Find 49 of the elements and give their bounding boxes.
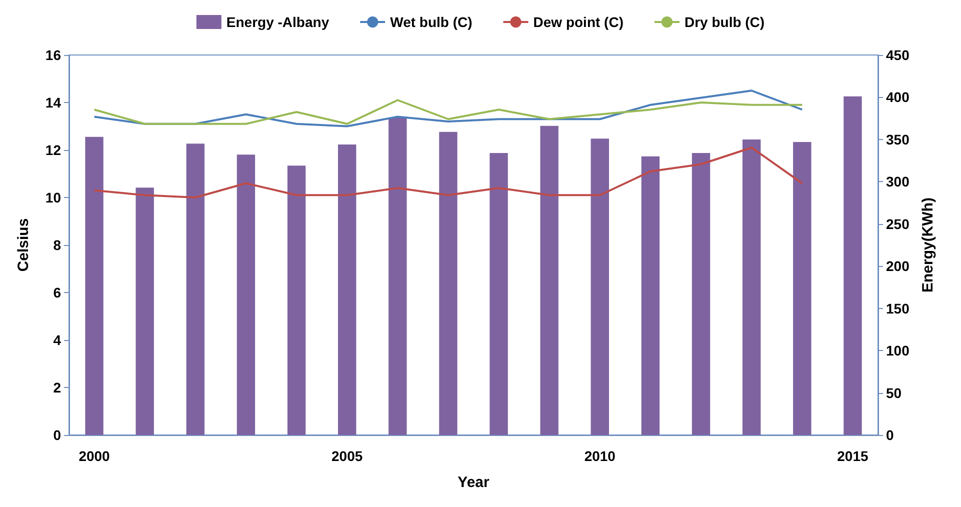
x-axis-title: Year [458, 474, 490, 491]
bar [136, 188, 154, 435]
y2-tick-label: 200 [886, 258, 910, 274]
y-tick-label: 6 [53, 284, 62, 300]
y-tick-label: 12 [45, 142, 62, 158]
y-tick-label: 8 [53, 237, 62, 253]
bar [236, 154, 256, 435]
legend-label: Energy -Albany [226, 14, 330, 30]
y-tick-label: 0 [53, 427, 62, 443]
x-tick-label: 2005 [332, 448, 363, 464]
y2-tick-label: 450 [886, 47, 910, 63]
bar [590, 138, 610, 435]
bar [439, 132, 458, 435]
line-series [93, 146, 804, 198]
y2-tick-label: 250 [886, 216, 910, 232]
bar [641, 156, 660, 435]
bar [338, 144, 356, 435]
bar [692, 152, 710, 435]
bar [388, 117, 407, 435]
x-tick-label: 2010 [584, 448, 616, 464]
y2-tick-label: 150 [886, 300, 910, 316]
line-series [93, 99, 804, 125]
x-tick-label: 2000 [78, 448, 110, 464]
legend-label: Dry bulb (C) [684, 14, 765, 30]
legend-label: Wet bulb (C) [390, 14, 472, 30]
x-tick-label: 2015 [837, 448, 868, 464]
bar [186, 144, 205, 435]
bar [742, 139, 761, 435]
bar [490, 152, 508, 435]
legend-label: Dew point (C) [533, 14, 624, 30]
y-tick-label: 14 [45, 94, 62, 110]
y-axis-title: Celsius [15, 218, 32, 272]
line-series [93, 90, 804, 128]
y2-tick-label: 50 [886, 384, 902, 401]
bar [540, 126, 558, 435]
y-tick-label: 10 [45, 190, 62, 206]
y-tick-label: 4 [53, 332, 62, 348]
y-tick-label: 2 [53, 380, 62, 396]
bar [85, 136, 104, 435]
y2-axis-title: Energy(KWh) [919, 198, 936, 292]
bar [793, 142, 812, 435]
y2-tick-label: 0 [886, 427, 894, 443]
y-tick-label: 16 [45, 47, 62, 63]
bar [844, 96, 862, 435]
bar [287, 166, 306, 435]
y2-tick-label: 100 [886, 342, 910, 359]
y2-tick-label: 400 [886, 89, 910, 106]
y2-tick-label: 300 [886, 174, 910, 190]
y2-tick-label: 350 [886, 131, 910, 148]
